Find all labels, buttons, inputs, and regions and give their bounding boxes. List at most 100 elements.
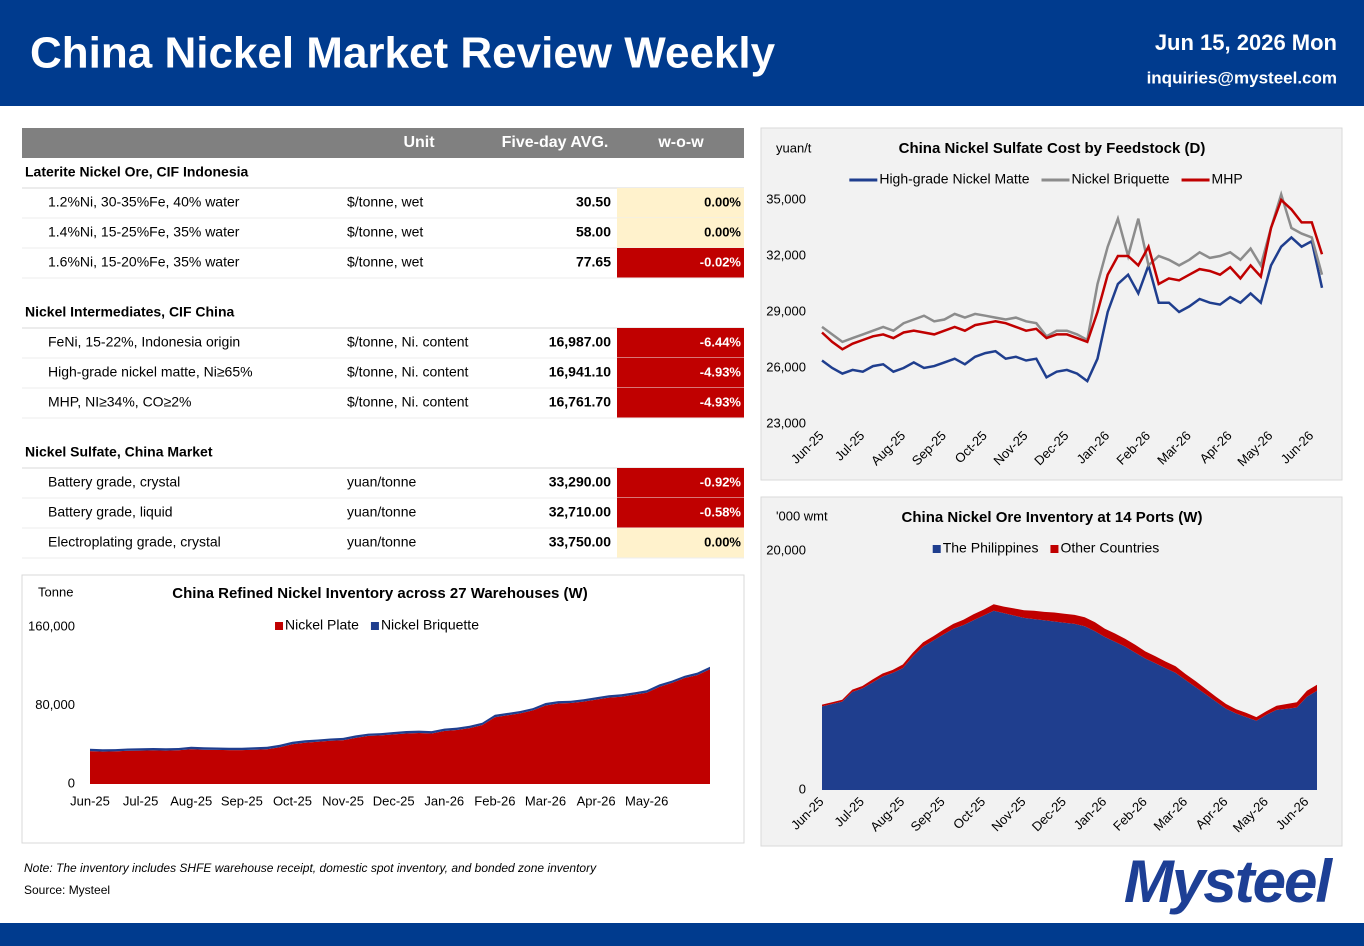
x-tick-label: Jun-25 <box>70 793 110 808</box>
row-name: 1.6%Ni, 15-20%Fe, 35% water <box>48 254 240 270</box>
row-wow: -6.44% <box>700 334 742 349</box>
note: Note: The inventory includes SHFE wareho… <box>24 861 597 875</box>
row-avg: 33,750.00 <box>549 534 611 550</box>
y-tick-label: 29,000 <box>766 303 806 318</box>
series-line <box>821 190 1324 344</box>
x-tick-label: Jan-26 <box>424 793 464 808</box>
row-unit: $/tonne, wet <box>347 254 423 270</box>
y-tick-label: 80,000 <box>35 697 75 712</box>
row-name: 1.2%Ni, 30-35%Fe, 40% water <box>48 194 240 210</box>
row-wow: -0.02% <box>700 254 742 269</box>
table-header <box>22 128 744 158</box>
row-unit: yuan/tonne <box>347 504 416 520</box>
y-tick-label: 35,000 <box>766 191 806 206</box>
series-line <box>821 197 1324 351</box>
wow-cell <box>617 468 744 498</box>
row-name: Battery grade, crystal <box>48 474 180 490</box>
section-title: Nickel Intermediates, CIF China <box>25 304 234 320</box>
series-area <box>90 669 710 784</box>
legend-label: Nickel Plate <box>285 617 359 633</box>
wow-cell <box>617 498 744 528</box>
y-axis-unit: Tonne <box>38 584 73 599</box>
row-wow: 0.00% <box>704 194 741 209</box>
row-unit: yuan/tonne <box>347 534 416 550</box>
wow-cell <box>617 248 744 278</box>
legend-swatch <box>275 622 284 630</box>
x-tick-label: Sep-25 <box>221 793 263 808</box>
chart-title: China Refined Nickel Inventory across 27… <box>172 585 587 602</box>
series-area <box>822 610 1317 790</box>
wow-cell <box>617 218 744 248</box>
x-tick-label: Dec-25 <box>373 793 415 808</box>
column-header: Unit <box>403 134 435 151</box>
legend-label: MHP <box>1212 171 1243 187</box>
legend-swatch <box>932 545 941 553</box>
page-title: China Nickel Market Review Weekly <box>30 29 776 78</box>
footer-bar <box>0 923 1364 946</box>
row-name: FeNi, 15-22%, Indonesia origin <box>48 334 240 350</box>
row-avg: 33,290.00 <box>549 474 611 490</box>
x-tick-label: Nov-25 <box>322 793 364 808</box>
row-avg: 16,941.10 <box>549 364 611 380</box>
row-name: MHP, NI≥34%, CO≥2% <box>48 394 192 410</box>
row-unit: $/tonne, Ni. content <box>347 334 469 350</box>
x-tick-label: Jul-25 <box>123 793 158 808</box>
row-avg: 58.00 <box>576 224 611 240</box>
row-unit: yuan/tonne <box>347 474 416 490</box>
row-wow: 0.00% <box>704 224 741 239</box>
row-wow: 0.00% <box>704 534 741 549</box>
logo: Mysteel <box>1124 848 1333 915</box>
wow-cell <box>617 358 744 388</box>
row-wow: -0.92% <box>700 474 742 489</box>
legend-swatch <box>370 622 379 630</box>
legend-swatch <box>1050 545 1059 553</box>
x-tick-label: Aug-25 <box>170 793 212 808</box>
chart-frame <box>760 127 1343 481</box>
x-tick-label: Apr-26 <box>577 793 616 808</box>
row-wow: -4.93% <box>700 364 742 379</box>
section-title: Laterite Nickel Ore, CIF Indonesia <box>25 164 249 180</box>
legend-label: The Philippines <box>943 540 1039 556</box>
date: Jun 15, 2026 Mon <box>1155 30 1337 55</box>
chart-title: China Nickel Sulfate Cost by Feedstock (… <box>899 140 1206 157</box>
legend-label: Nickel Briquette <box>381 617 479 633</box>
legend-label: Nickel Briquette <box>1072 171 1170 187</box>
row-name: High-grade nickel matte, Ni≥65% <box>48 364 253 380</box>
row-name: 1.4%Ni, 15-25%Fe, 35% water <box>48 224 240 240</box>
series-line <box>821 235 1324 384</box>
chart-title: China Nickel Ore Inventory at 14 Ports (… <box>902 509 1203 526</box>
y-tick-label: 20,000 <box>766 542 806 557</box>
column-header: Five-day AVG. <box>502 134 609 151</box>
y-tick-label: 23,000 <box>766 415 806 430</box>
wow-cell <box>617 328 744 358</box>
x-tick-label: Oct-25 <box>273 793 312 808</box>
y-tick-label: 26,000 <box>766 359 806 374</box>
y-axis-unit: '000 wmt <box>776 508 828 523</box>
y-tick-label: 0 <box>68 775 75 790</box>
row-avg: 30.50 <box>576 194 611 210</box>
x-tick-label: Feb-26 <box>474 793 515 808</box>
header-bar <box>0 0 1364 106</box>
y-axis-unit: yuan/t <box>776 140 812 155</box>
x-tick-label: May-26 <box>625 793 668 808</box>
row-avg: 77.65 <box>576 254 611 270</box>
column-header: w-o-w <box>657 134 704 151</box>
row-unit: $/tonne, wet <box>347 224 423 240</box>
y-tick-label: 0 <box>799 781 806 796</box>
row-unit: $/tonne, Ni. content <box>347 394 469 410</box>
legend-label: High-grade Nickel Matte <box>879 171 1029 187</box>
row-name: Battery grade, liquid <box>48 504 173 520</box>
row-unit: $/tonne, Ni. content <box>347 364 469 380</box>
y-tick-label: 32,000 <box>766 247 806 262</box>
row-wow: -4.93% <box>700 394 742 409</box>
source: Source: Mysteel <box>24 883 110 897</box>
x-tick-label: Mar-26 <box>525 793 566 808</box>
row-avg: 16,761.70 <box>549 394 611 410</box>
wow-cell <box>617 528 744 558</box>
row-avg: 32,710.00 <box>549 504 611 520</box>
email: inquiries@mysteel.com <box>1147 68 1337 87</box>
row-avg: 16,987.00 <box>549 334 611 350</box>
row-name: Electroplating grade, crystal <box>48 534 221 550</box>
legend-label: Other Countries <box>1060 540 1159 556</box>
